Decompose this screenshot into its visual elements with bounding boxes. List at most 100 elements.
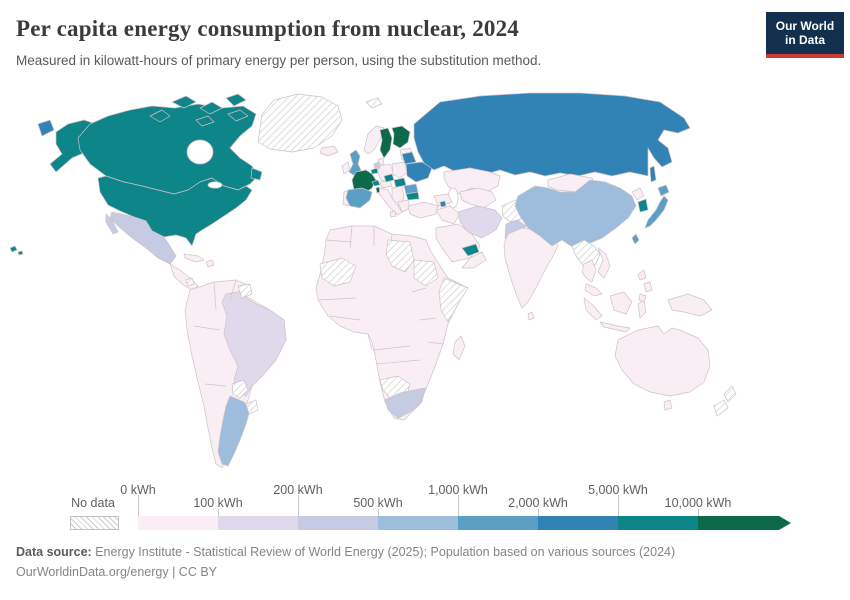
legend-tick-5000: 5,000 kWh xyxy=(588,483,648,497)
island-sulawesi[interactable] xyxy=(637,299,647,319)
country-north-korea[interactable] xyxy=(631,187,645,201)
country-taiwan[interactable] xyxy=(631,233,640,245)
country-netherlands[interactable] xyxy=(373,161,381,170)
island-sicily[interactable] xyxy=(389,210,397,218)
country-canada-labrador[interactable] xyxy=(250,167,263,181)
country-russia[interactable] xyxy=(413,92,691,177)
data-source-label: Data source: xyxy=(16,545,92,559)
page-title: Per capita energy consumption from nucle… xyxy=(16,16,519,41)
legend-tick-mark xyxy=(298,495,299,528)
owid-logo-line1: Our World xyxy=(775,19,835,33)
legend-tick-100: 100 kWh xyxy=(193,496,243,510)
country-paraguay[interactable] xyxy=(231,379,249,399)
legend-tick-1000: 1,000 kWh xyxy=(428,483,488,497)
country-ukraine[interactable] xyxy=(405,161,433,183)
owid-link-line[interactable]: OurWorldinData.org/energy | CC BY xyxy=(16,565,218,579)
map-legend: No data 0 kWh 100 kWh 200 kWh 500 kWh 1,… xyxy=(0,482,850,534)
country-armenia[interactable] xyxy=(439,200,447,208)
region-slovakia-hungary[interactable] xyxy=(393,177,407,189)
country-canada-arctic-islands[interactable] xyxy=(149,93,249,127)
country-japan-hokkaido[interactable] xyxy=(657,184,670,197)
hudson-bay xyxy=(186,139,214,165)
region-central-america[interactable] xyxy=(169,263,199,291)
legend-segment-100-200[interactable] xyxy=(218,516,298,530)
legend-tick-0: 0 kWh xyxy=(120,483,156,497)
legend-color-bar xyxy=(138,516,791,530)
country-russia-chukotka-wrap[interactable] xyxy=(37,119,55,137)
country-south-korea[interactable] xyxy=(637,198,649,213)
country-china[interactable] xyxy=(514,179,637,249)
legend-segment-5000-10000[interactable] xyxy=(618,516,698,530)
island-new-guinea[interactable] xyxy=(667,293,713,317)
owid-logo-line2: in Data xyxy=(784,33,825,47)
region-central-asia[interactable] xyxy=(459,187,497,209)
world-map xyxy=(9,92,737,469)
data-source-text: Energy Institute - Statistical Review of… xyxy=(91,545,676,559)
territory-french-guiana[interactable] xyxy=(237,283,253,299)
country-ireland[interactable] xyxy=(341,161,351,175)
country-japan[interactable] xyxy=(644,195,669,229)
region-caucasus[interactable] xyxy=(433,193,453,207)
island-sumatra[interactable] xyxy=(583,297,603,321)
country-madagascar[interactable] xyxy=(452,335,466,361)
state-hawaii[interactable] xyxy=(9,245,24,256)
country-cuba[interactable] xyxy=(183,253,205,263)
country-switzerland[interactable] xyxy=(371,179,381,187)
owid-logo[interactable]: Our World in Data xyxy=(766,12,844,58)
country-spain[interactable] xyxy=(345,187,373,209)
legend-tick-mark xyxy=(458,495,459,528)
country-iran[interactable] xyxy=(457,205,503,239)
country-vietnam[interactable] xyxy=(597,247,611,279)
country-turkey[interactable] xyxy=(407,201,439,219)
country-belarus[interactable] xyxy=(401,151,417,165)
country-greenland[interactable] xyxy=(257,93,343,153)
country-uae[interactable] xyxy=(461,243,480,257)
legend-segment-500-1000[interactable] xyxy=(378,516,458,530)
country-france[interactable] xyxy=(351,169,377,195)
region-syria-iraq[interactable] xyxy=(435,205,461,225)
region-horn-of-africa[interactable] xyxy=(438,277,469,323)
country-bulgaria[interactable] xyxy=(405,191,420,201)
country-finland[interactable] xyxy=(391,125,411,149)
legend-segment-over-10000[interactable] xyxy=(698,516,791,530)
country-mexico[interactable] xyxy=(109,211,177,265)
island-borneo[interactable] xyxy=(609,291,633,315)
country-new-zealand[interactable] xyxy=(713,385,737,417)
country-south-africa[interactable] xyxy=(384,387,426,419)
great-lakes xyxy=(207,181,223,189)
legend-tick-mark xyxy=(618,495,619,528)
island-sakhalin[interactable] xyxy=(649,165,657,183)
chart-footer: Data source: Energy Institute - Statisti… xyxy=(16,542,836,582)
legend-segment-2000-5000[interactable] xyxy=(538,516,618,530)
legend-segment-0-100[interactable] xyxy=(138,516,218,530)
legend-no-data-label: No data xyxy=(71,496,115,510)
country-united-kingdom[interactable] xyxy=(348,149,362,177)
legend-segment-1000-2000[interactable] xyxy=(458,516,538,530)
country-poland[interactable] xyxy=(391,161,409,179)
legend-tick-2000: 2,000 kWh xyxy=(508,496,568,510)
country-sri-lanka[interactable] xyxy=(527,311,535,321)
legend-no-data-swatch[interactable] xyxy=(70,516,119,530)
island-java[interactable] xyxy=(599,321,631,333)
country-philippines[interactable] xyxy=(637,269,653,303)
country-mexico-baja[interactable] xyxy=(105,213,119,235)
island-tasmania[interactable] xyxy=(663,399,673,411)
country-thailand[interactable] xyxy=(581,259,597,283)
country-libya[interactable] xyxy=(385,239,415,273)
country-malaysia[interactable] xyxy=(584,283,603,297)
territory-svalbard[interactable] xyxy=(365,97,383,109)
country-sweden[interactable] xyxy=(379,127,393,159)
country-iceland[interactable] xyxy=(319,145,339,157)
country-australia[interactable] xyxy=(614,325,711,397)
region-oman-yemen[interactable] xyxy=(461,251,487,269)
country-belgium[interactable] xyxy=(370,167,379,175)
country-sudan[interactable] xyxy=(413,259,439,287)
country-uruguay[interactable] xyxy=(245,399,259,415)
legend-segment-200-500[interactable] xyxy=(298,516,378,530)
region-western-sahara-mali[interactable] xyxy=(319,257,357,287)
region-nicaragua[interactable] xyxy=(185,277,195,287)
country-italy[interactable] xyxy=(378,187,403,216)
country-brazil[interactable] xyxy=(221,289,287,397)
island-hispaniola[interactable] xyxy=(205,259,215,268)
